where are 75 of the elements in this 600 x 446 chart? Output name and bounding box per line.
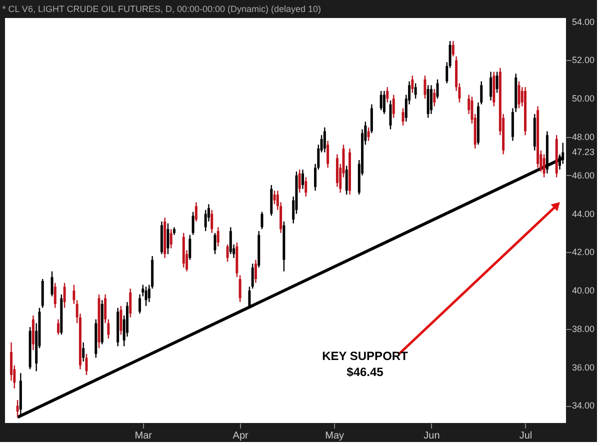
candlestick (518, 80, 520, 109)
candlestick (304, 176, 308, 198)
candlestick (254, 259, 257, 284)
y-tick-label: 34.00 (572, 400, 595, 411)
x-tick-label: Apr (232, 430, 250, 442)
candlestick (542, 154, 546, 178)
y-tick-label: 42.00 (572, 247, 595, 258)
candlestick (260, 211, 264, 230)
candlestick (16, 399, 19, 418)
candlestick (323, 126, 326, 153)
candlestick (370, 104, 373, 134)
candlestick (490, 71, 492, 102)
y-tick-label: 46.00 (572, 170, 595, 180)
candlestick (120, 305, 122, 336)
annotation: KEY SUPPORT $46.45 (322, 349, 409, 379)
candlestick (380, 90, 382, 111)
candlestick (170, 228, 172, 249)
candlestick (144, 286, 148, 307)
candlestick (301, 169, 304, 190)
y-tick-label: 44.00 (572, 208, 595, 219)
candlestick (216, 226, 220, 248)
y-tick-label: 52.00 (572, 55, 595, 66)
y-tick-label: 48.00 (572, 132, 595, 142)
y-tick-label: 36.00 (572, 362, 595, 372)
candlestick (436, 78, 439, 100)
candlestick (345, 165, 348, 196)
candlestick (433, 88, 436, 107)
x-tick-label: May (325, 430, 344, 442)
candlestick (367, 126, 370, 142)
candlestick (194, 202, 198, 222)
x-tick-label: Mar (134, 430, 153, 442)
candlestick (430, 84, 432, 115)
candlestick (214, 232, 216, 255)
candlestick (496, 71, 498, 94)
candlestick (226, 244, 229, 262)
candlestick (57, 318, 60, 336)
candlestick (63, 282, 66, 308)
candlestick (129, 288, 132, 318)
candlestick (72, 284, 76, 305)
y-tick-label: 50.00 (572, 94, 595, 104)
candlestick (248, 286, 251, 308)
y-tick-label: 38.00 (572, 324, 595, 334)
candlestick (411, 74, 414, 94)
candlestick (138, 294, 142, 314)
candlestick (166, 222, 170, 255)
candlestick (480, 80, 483, 105)
candlestick (50, 270, 54, 297)
y-tick-label: 47.23 (572, 146, 595, 157)
candlestick (424, 74, 426, 100)
candlestick (452, 40, 454, 57)
x-tick-label: Jun (424, 430, 440, 442)
x-tick-label: Jul (519, 430, 532, 442)
candlestick (82, 342, 85, 362)
candlestick (389, 100, 392, 130)
y-tick-label: 54.00 (572, 16, 595, 27)
candlestick (414, 82, 417, 100)
chart-title: * CL V6, LIGHT CRUDE OIL FUTURES, D, 00:00-00:00 (Dynamic) (delayed 10) (2, 4, 322, 14)
candlestick (85, 353, 88, 376)
candlestick (238, 274, 242, 303)
candlestick (392, 94, 395, 118)
candlestick (402, 108, 404, 126)
candlestick (326, 140, 330, 168)
candlestick (188, 234, 192, 260)
candlestick (251, 263, 254, 290)
candlestick (273, 190, 276, 205)
candlestick (104, 294, 107, 324)
candlestick (382, 90, 386, 115)
candlestick (192, 211, 194, 236)
candlestick (386, 86, 389, 104)
y-tick-label: 40.00 (572, 286, 595, 296)
candlestick (107, 318, 110, 340)
candlestick (229, 226, 232, 255)
candlestick (298, 169, 301, 194)
candlestick (210, 209, 214, 234)
candlestick (54, 282, 56, 308)
